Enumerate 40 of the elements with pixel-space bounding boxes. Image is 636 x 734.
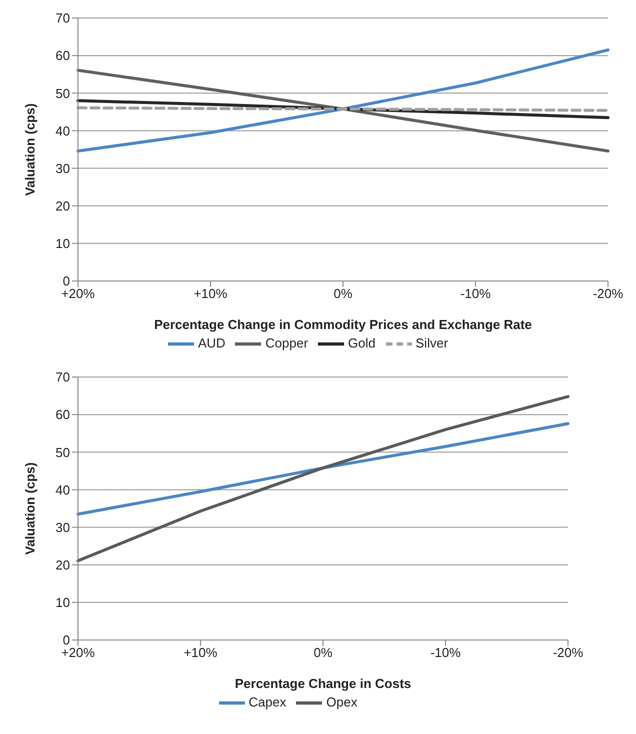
y-tick-label: 20 xyxy=(56,198,70,214)
x-tick-label: 0% xyxy=(334,286,353,302)
x-tick-label: 0% xyxy=(314,645,333,660)
y-tick-label: 50 xyxy=(56,444,70,460)
y-tick-label: 70 xyxy=(56,370,70,385)
x-axis-title: Percentage Change in Commodity Prices and Exchange Rate xyxy=(154,317,532,332)
y-tick-label: 60 xyxy=(56,48,70,64)
y-tick-label: 40 xyxy=(56,482,70,498)
y-tick-label: 0 xyxy=(62,632,70,648)
x-tick-label: -10% xyxy=(460,286,492,302)
y-tick-label: 30 xyxy=(56,160,70,176)
line-series xyxy=(76,422,570,516)
y-tick-label: 10 xyxy=(56,236,70,252)
legend-label: AUD xyxy=(198,335,226,350)
y-axis-title: Valuation (cps) xyxy=(22,103,38,196)
x-tick-label: +20% xyxy=(61,645,96,660)
y-axis-title: Valuation (cps) xyxy=(22,462,38,555)
y-tick-label: 0 xyxy=(62,274,70,289)
x-tick-label: +10% xyxy=(194,286,228,302)
x-axis-title: Percentage Change in Costs xyxy=(234,676,412,691)
line-series xyxy=(76,48,610,153)
legend-label: Gold xyxy=(348,335,376,350)
x-tick-label: -20% xyxy=(552,645,584,660)
y-tick-label: 70 xyxy=(56,10,70,26)
x-tick-label: -10% xyxy=(430,645,462,660)
y-tick-label: 20 xyxy=(56,557,70,572)
legend-label: Capex xyxy=(248,694,286,710)
x-tick-label: +10% xyxy=(184,645,218,660)
legend-label: Copper xyxy=(265,335,308,350)
y-tick-label: 50 xyxy=(56,86,70,101)
y-tick-label: 10 xyxy=(56,595,70,610)
x-tick-label: +20% xyxy=(61,286,96,302)
y-tick-label: 30 xyxy=(56,520,70,535)
legend-label: Opex xyxy=(326,694,358,710)
line-series xyxy=(76,395,570,562)
line-series xyxy=(76,68,610,153)
y-tick-label: 40 xyxy=(56,123,70,138)
legend-label: Silver xyxy=(416,335,448,350)
y-tick-label: 60 xyxy=(56,407,70,422)
x-tick-label: -20% xyxy=(592,286,624,302)
